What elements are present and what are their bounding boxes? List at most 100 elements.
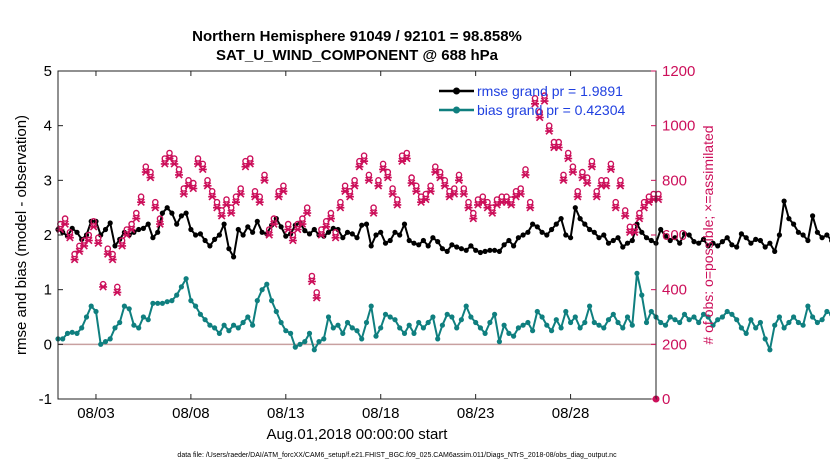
obs-assimilated-marker (564, 154, 573, 163)
obs-possible-marker (332, 228, 339, 236)
bias-point (800, 322, 806, 328)
chart-subtitle: SAT_U_WIND_COMPONENT @ 688 hPa (216, 47, 499, 64)
bias-point (269, 298, 275, 304)
obs-assimilated-marker (345, 192, 354, 201)
bias-point (226, 328, 232, 334)
obs-assimilated-marker (189, 184, 198, 193)
bias-point (824, 308, 830, 315)
obs-possible-marker (118, 237, 126, 244)
rmse-point (814, 229, 821, 235)
rmse-point (98, 232, 104, 238)
bias-point (178, 284, 184, 290)
bias-point (79, 325, 85, 331)
obs-assimilated-marker (217, 212, 226, 220)
rmse-point (112, 243, 118, 249)
obs-assimilated-marker (284, 225, 293, 234)
obs-assimilated-marker (388, 190, 397, 198)
bias-point (425, 319, 431, 326)
obs-possible-marker (465, 198, 472, 206)
obs-assimilated-marker (573, 192, 582, 201)
rmse-point (306, 231, 313, 237)
rmse-point (449, 242, 455, 248)
bias-point (382, 311, 389, 317)
rmse-point (278, 224, 284, 230)
obs-possible-marker (270, 215, 278, 222)
bias-point (553, 317, 559, 323)
bias-point (235, 325, 241, 331)
bias-point (435, 336, 441, 342)
rmse-point (416, 242, 422, 248)
bias-point (169, 298, 175, 304)
bias-point (658, 319, 664, 326)
obs-assimilated-marker (84, 236, 93, 245)
rmse-point (169, 210, 175, 216)
x-tick-label: 08/18 (362, 405, 400, 422)
obs-assimilated-marker (298, 220, 307, 228)
rmse-point (515, 235, 522, 241)
obs-assimilated-marker (526, 203, 535, 212)
rmse-point (696, 240, 702, 246)
obs-assimilated-marker (412, 187, 421, 196)
bias-point (549, 328, 555, 334)
obs-assimilated-marker (606, 165, 615, 174)
x-tick-label: 08/28 (552, 405, 590, 422)
y-axis-label-right: # of obs: o=possible; ×=assimilated (700, 125, 716, 344)
bias-point (378, 325, 384, 331)
bias-point (93, 308, 99, 315)
y-tick-label: 4 (44, 118, 52, 135)
rmse-point (202, 237, 208, 244)
rmse-point (254, 218, 260, 224)
rmse-point (753, 236, 759, 242)
bias-point (302, 339, 308, 345)
rmse-point (620, 244, 626, 250)
bias-point (278, 319, 284, 326)
rmse-point (724, 235, 730, 241)
rmse-point (634, 221, 640, 227)
obs-assimilated-marker (407, 179, 416, 187)
obs-assimilated-marker (350, 182, 359, 190)
bias-point (373, 333, 379, 339)
bias-point (420, 325, 426, 331)
obs-possible-marker (379, 160, 387, 168)
y-tick-label: 5 (44, 63, 52, 80)
rmse-point (378, 229, 384, 235)
legend-rmse-marker (453, 87, 460, 95)
obs-assimilated-marker (246, 160, 255, 168)
bias-point (444, 311, 450, 317)
bias-point (368, 303, 374, 309)
bias-point (620, 325, 626, 331)
bias-point (601, 325, 607, 331)
y-right-tick-label: 800 (662, 172, 687, 189)
obs-assimilated-marker (94, 239, 103, 247)
obs-assimilated-marker (331, 233, 340, 242)
obs-assimilated-marker (616, 182, 625, 190)
rmse-point (250, 229, 256, 235)
obs-possible-marker (517, 185, 525, 192)
obs-possible-marker (427, 182, 434, 190)
bias-point (473, 319, 479, 326)
obs-possible-marker (636, 209, 643, 217)
rmse-point (150, 235, 156, 241)
obs-assimilated-marker (227, 209, 236, 217)
obs-possible-marker (555, 138, 563, 146)
obs-assimilated-marker (635, 214, 644, 223)
obs-assimilated-marker (383, 173, 392, 182)
rmse-point (164, 205, 170, 211)
rmse-point (183, 210, 189, 216)
rmse-point (477, 249, 483, 256)
obs-possible-marker (431, 163, 439, 170)
bias-point (335, 322, 341, 328)
rmse-point (772, 248, 778, 254)
bias-point (582, 319, 588, 326)
bias-point (587, 303, 593, 309)
rmse-point (216, 232, 222, 238)
bias-point (805, 303, 811, 309)
bias-point (791, 314, 797, 320)
legend-bias-marker (453, 106, 460, 114)
x-tick-label: 08/08 (172, 405, 210, 422)
rmse-point (710, 240, 716, 246)
obs-possible-marker (351, 176, 358, 184)
obs-possible-marker (137, 193, 145, 200)
rmse-point (639, 229, 645, 235)
obs-assimilated-marker (89, 223, 98, 231)
